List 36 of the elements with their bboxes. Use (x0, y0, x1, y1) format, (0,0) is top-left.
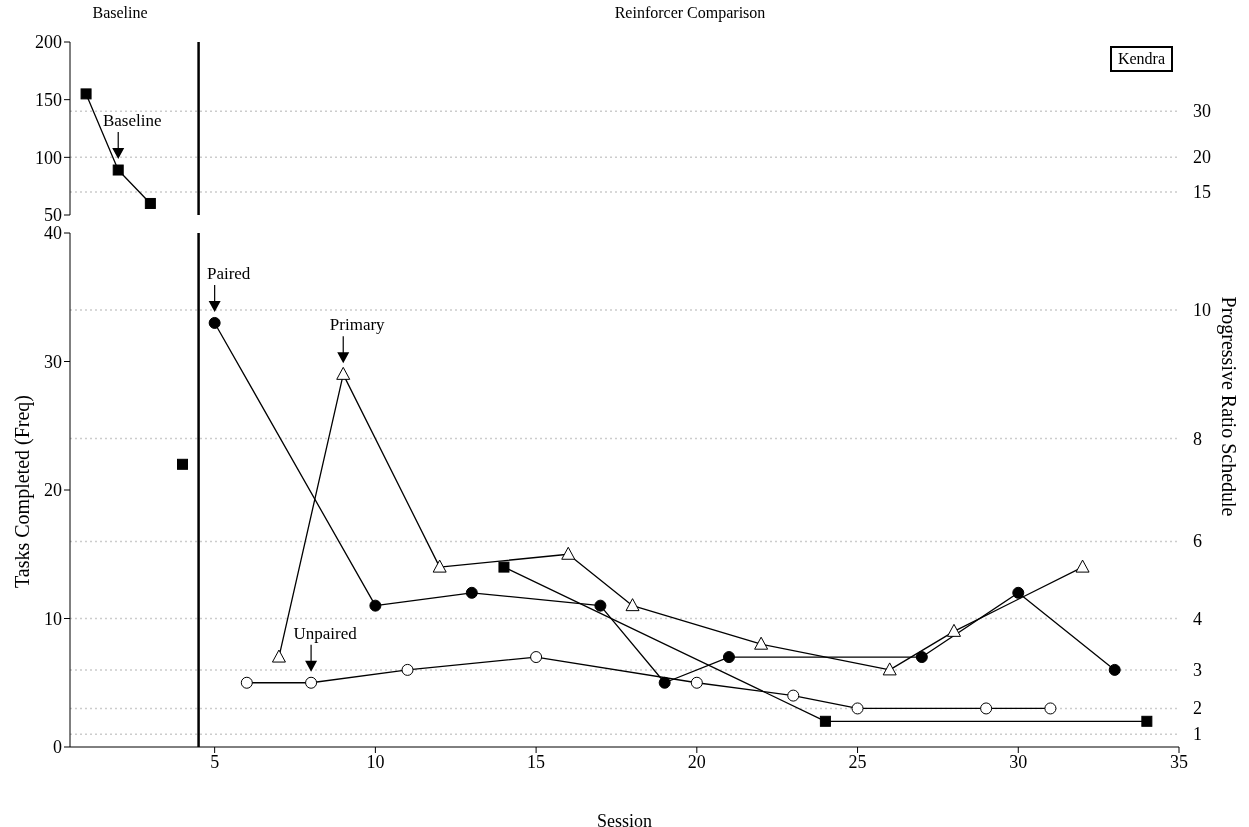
annotation: Kendra (1109, 46, 1173, 72)
annotation: 6 (1193, 531, 1202, 552)
x-axis-title: Session (596, 811, 653, 827)
annotation: 1 (1193, 724, 1202, 745)
x-tick-label: 10 (366, 751, 385, 772)
annotation: Baseline (102, 111, 162, 131)
y-tick-label: 30 (44, 351, 62, 372)
y-tick-label: 0 (53, 737, 62, 758)
y-tick-label: 150 (35, 90, 62, 111)
y-tick-label: 100 (35, 147, 62, 168)
x-tick-label: 20 (687, 751, 706, 772)
y-tick-label: 200 (35, 32, 62, 53)
annotation: 15 (1193, 181, 1211, 202)
annotation: Unpaired (293, 623, 358, 643)
annotation: 10 (1193, 300, 1211, 321)
annotation: 2 (1193, 698, 1202, 719)
y-tick-label: 50 (44, 205, 62, 226)
annotation: Paired (206, 263, 251, 283)
y-axis-title: Tasks Completed (Freq) (10, 394, 34, 589)
annotation: Primary (329, 315, 386, 335)
annotation: 4 (1193, 608, 1202, 629)
annotation: 8 (1193, 428, 1202, 449)
text: Reinforcer Comparison (613, 4, 767, 22)
x-tick-label: 5 (210, 751, 220, 772)
y-tick-label: 40 (44, 223, 62, 244)
annotation: 20 (1193, 147, 1211, 168)
annotation: 3 (1193, 659, 1202, 680)
y-tick-label: 20 (44, 480, 62, 501)
y-tick-label: 10 (44, 608, 62, 629)
x-tick-label: 35 (1170, 751, 1188, 772)
x-tick-label: 15 (527, 751, 546, 772)
y2-axis-title: Progressive Ratio Schedule (1216, 296, 1240, 517)
text: Baseline (91, 4, 149, 22)
annotation: 30 (1193, 101, 1211, 122)
x-tick-label: 25 (848, 751, 867, 772)
x-tick-label: 30 (1009, 751, 1028, 772)
